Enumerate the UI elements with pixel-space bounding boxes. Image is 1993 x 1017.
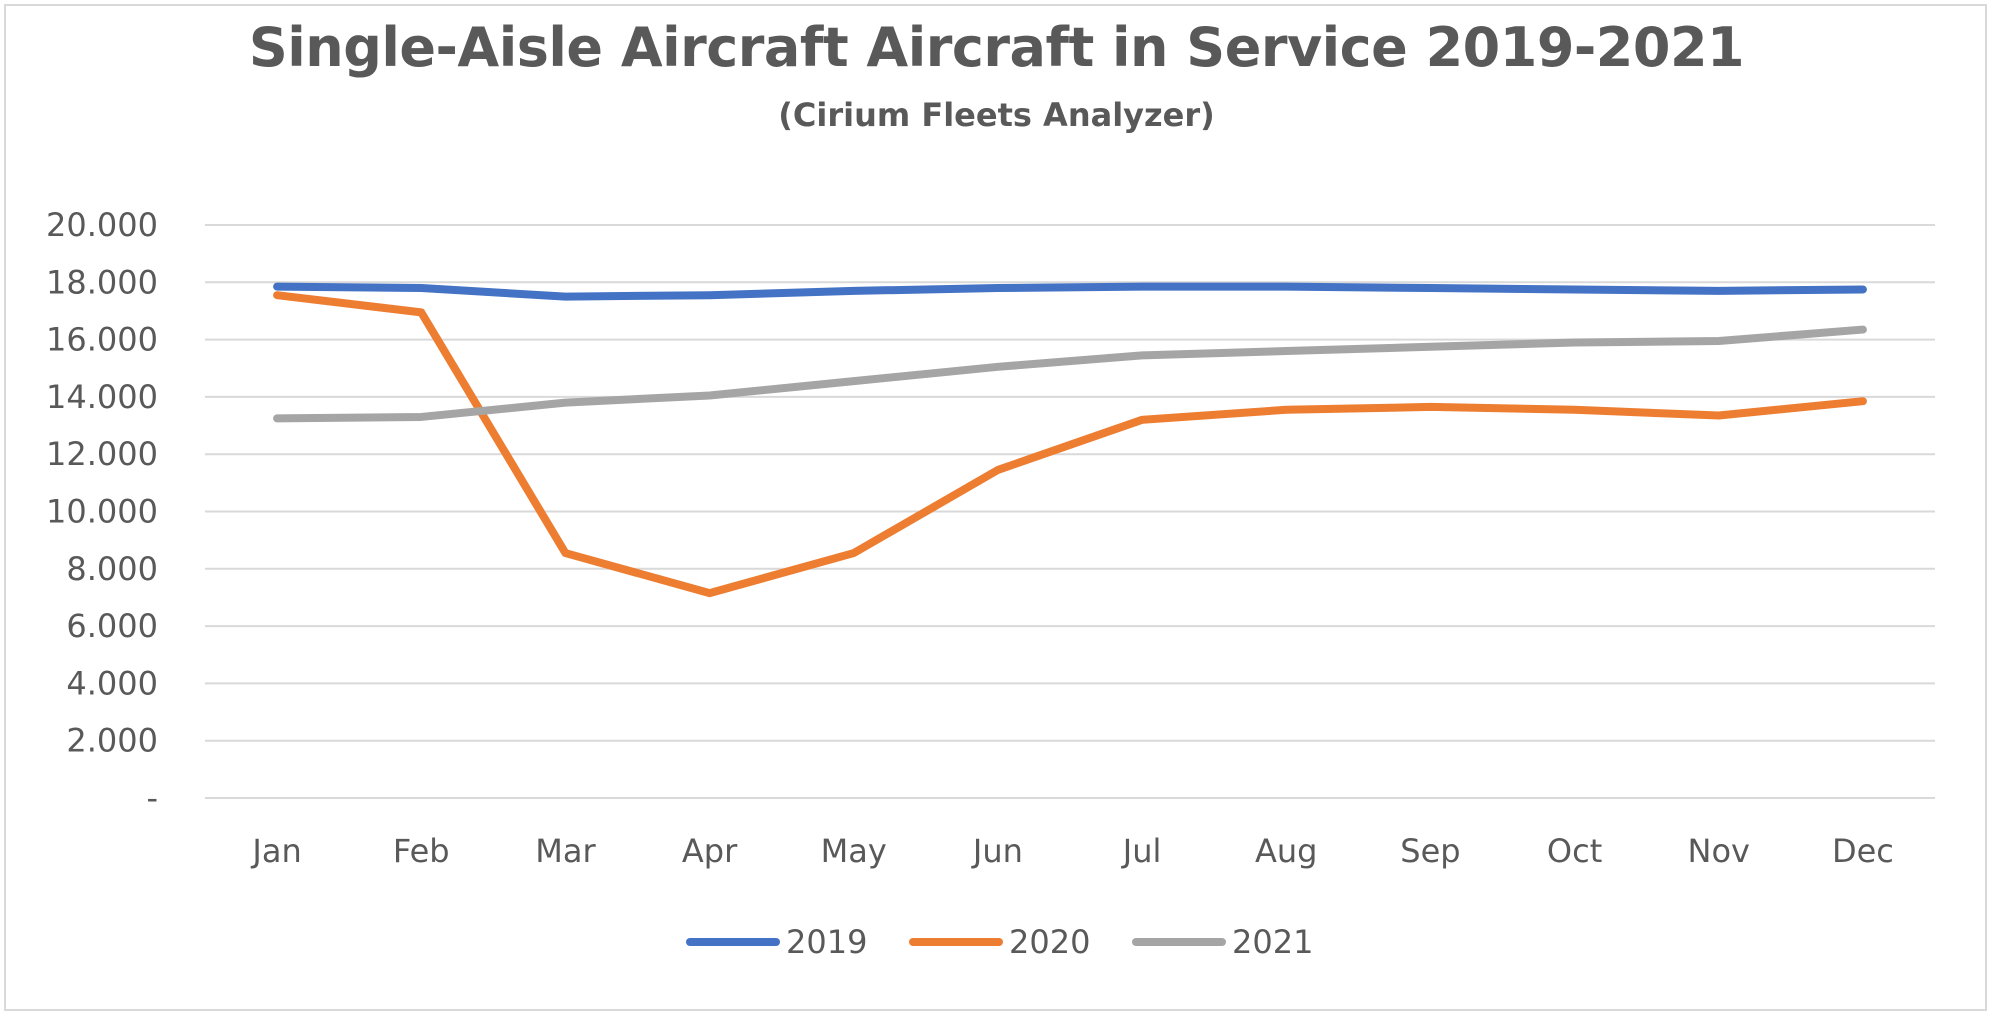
y-tick-label: 14.000: [46, 378, 158, 416]
chart-title: Single-Aisle Aircraft Aircraft in Servic…: [248, 16, 1745, 79]
data-point-2019: [1574, 288, 1576, 290]
data-point-2019: [997, 287, 999, 289]
x-axis-ticks: Jan Feb Mar Apr May Jun Jul Aug Sep Oct Nov Dec: [250, 832, 1893, 870]
data-point-2019: [1141, 286, 1143, 288]
x-tick-label: Dec: [1832, 832, 1894, 870]
legend-label: 2020: [1009, 923, 1090, 961]
data-point-2020: [1862, 400, 1864, 402]
chart-frame: [4, 4, 1987, 1011]
y-tick-label: -: [146, 779, 158, 817]
legend-item-2019: 2019: [686, 923, 867, 961]
data-point-2020: [420, 311, 422, 313]
data-point-2019: [1718, 290, 1720, 292]
legend-item-2021: 2021: [1132, 923, 1313, 961]
data-point-2020: [276, 294, 278, 296]
data-point-2020: [564, 552, 566, 554]
data-point-2020: [1429, 406, 1431, 408]
y-tick-label: 18.000: [46, 263, 158, 301]
x-tick-label: Jan: [250, 832, 301, 870]
legend-item-2020: 2020: [909, 923, 1090, 961]
data-point-2020: [1141, 419, 1143, 421]
x-tick-label: Nov: [1688, 832, 1750, 870]
x-tick-label: May: [821, 832, 887, 870]
data-point-2020: [1285, 409, 1287, 411]
data-point-2019: [709, 294, 711, 296]
gridlines: [205, 224, 1935, 799]
y-tick-label: 4.000: [66, 664, 158, 702]
x-tick-label: Apr: [682, 832, 738, 870]
data-point-2021: [1862, 329, 1864, 331]
y-tick-label: 6.000: [66, 607, 158, 645]
y-tick-label: 8.000: [66, 550, 158, 588]
data-point-2019: [420, 287, 422, 289]
y-tick-label: 16.000: [46, 321, 158, 359]
data-point-2021: [1429, 346, 1431, 348]
data-point-2021: [1285, 350, 1287, 352]
data-point-2019: [564, 296, 566, 298]
data-point-2021: [853, 380, 855, 382]
data-point-2021: [1574, 341, 1576, 343]
series-lines: [273, 282, 1867, 598]
x-tick-label: Feb: [393, 832, 450, 870]
legend-label: 2021: [1232, 923, 1313, 961]
y-tick-label: 2.000: [66, 722, 158, 760]
x-tick-label: Jun: [971, 832, 1023, 870]
y-tick-label: 20.000: [46, 206, 158, 244]
data-point-2021: [1718, 340, 1720, 342]
legend: 2019 2020 2021: [686, 923, 1313, 961]
series-line-2019: [273, 282, 1867, 301]
x-tick-label: Aug: [1255, 832, 1317, 870]
data-point-2019: [1285, 286, 1287, 288]
legend-label: 2019: [786, 923, 867, 961]
y-tick-label: 12.000: [46, 435, 158, 473]
data-point-2020: [997, 469, 999, 471]
data-point-2021: [709, 394, 711, 396]
data-point-2020: [1718, 415, 1720, 417]
series-line-2021: [273, 325, 1867, 423]
data-point-2021: [1141, 354, 1143, 356]
data-point-2021: [420, 416, 422, 418]
x-tick-label: Oct: [1547, 832, 1602, 870]
data-point-2021: [997, 366, 999, 368]
y-axis-ticks: - 2.000 4.000 6.000 8.000 10.000 12.000 14.000 1…: [46, 206, 158, 817]
x-tick-label: Jul: [1121, 832, 1162, 870]
data-point-2019: [853, 290, 855, 292]
data-point-2019: [276, 286, 278, 288]
series-line-2020: [273, 291, 1867, 598]
data-point-2020: [853, 552, 855, 554]
y-tick-label: 10.000: [46, 493, 158, 531]
x-tick-label: Mar: [535, 832, 596, 870]
data-point-2019: [1862, 288, 1864, 290]
data-point-2020: [1574, 409, 1576, 411]
x-tick-label: Sep: [1400, 832, 1460, 870]
data-point-2020: [709, 592, 711, 594]
chart-subtitle: (Cirium Fleets Analyzer): [778, 96, 1215, 134]
data-point-2021: [564, 402, 566, 404]
data-point-2019: [1429, 287, 1431, 289]
data-point-2021: [276, 417, 278, 419]
